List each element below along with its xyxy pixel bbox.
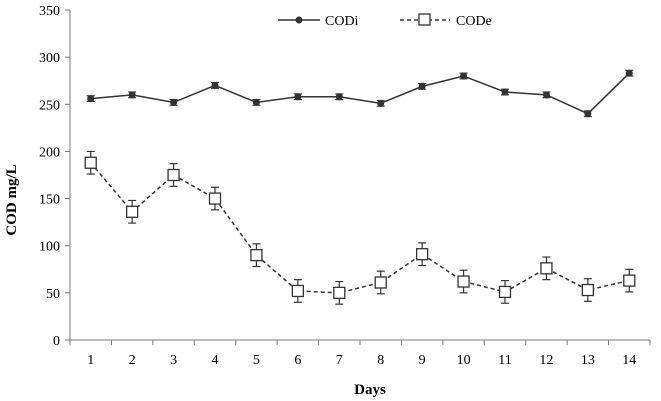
legend-label-codi: CODi xyxy=(325,14,359,29)
data-point-code xyxy=(457,275,470,288)
data-point-code xyxy=(540,262,553,275)
legend-marker-code xyxy=(418,13,431,26)
data-point-codi xyxy=(460,72,468,80)
y-tick-label: 350 xyxy=(39,4,60,19)
y-tick-labels: 0 50 100 150 200 250 300 350 xyxy=(39,4,60,349)
y-tick-label: 0 xyxy=(53,334,60,349)
legend-marker-codi xyxy=(295,16,303,24)
data-point-code xyxy=(374,276,387,289)
series-code xyxy=(84,150,636,305)
x-tick-label: 7 xyxy=(336,353,343,368)
data-point-code xyxy=(415,248,429,261)
data-point-codi xyxy=(170,98,178,106)
legend-item-code: CODe xyxy=(400,13,492,29)
data-point-codi xyxy=(418,82,426,90)
y-tick-label: 250 xyxy=(39,98,60,113)
x-tick-label: 12 xyxy=(539,353,553,368)
x-tick-label: 2 xyxy=(129,353,136,368)
data-point-codi xyxy=(377,99,385,107)
data-point-codi xyxy=(584,110,592,118)
data-point-code xyxy=(333,286,346,300)
data-point-code xyxy=(498,285,512,299)
x-tick-label: 11 xyxy=(498,353,511,368)
y-tick-label: 100 xyxy=(39,240,60,255)
series-line-codi xyxy=(90,72,630,115)
data-point-codi xyxy=(128,91,136,99)
series-group xyxy=(84,69,636,305)
data-point-code xyxy=(208,192,222,205)
data-point-code xyxy=(623,274,636,287)
data-point-codi xyxy=(87,95,95,103)
x-tick-label: 9 xyxy=(419,353,426,368)
data-point-code xyxy=(250,248,263,262)
data-point-code xyxy=(84,156,97,169)
legend-item-codi: CODi xyxy=(278,14,359,29)
x-tick-label: 6 xyxy=(294,353,301,368)
y-axis-title: COD mg/L xyxy=(4,164,20,235)
x-tick-label: 10 xyxy=(457,353,471,368)
data-point-code xyxy=(581,283,595,297)
data-point-codi xyxy=(211,81,219,89)
x-tick-label: 3 xyxy=(170,353,177,368)
data-point-codi xyxy=(252,98,260,106)
x-axis-title: Days xyxy=(354,382,386,398)
data-point-codi xyxy=(625,69,633,77)
data-point-code xyxy=(167,168,180,182)
data-point-codi xyxy=(294,93,302,101)
x-tick-label: 4 xyxy=(212,353,219,368)
x-tick-label: 14 xyxy=(622,353,636,368)
x-tick-label: 8 xyxy=(377,353,384,368)
legend: CODi CODe xyxy=(278,13,492,29)
x-tick-labels: 1 2 3 4 5 6 7 8 9 10 11 12 13 14 xyxy=(87,353,636,368)
y-tick-label: 50 xyxy=(46,287,60,302)
series-codi xyxy=(86,69,634,118)
y-tick-label: 150 xyxy=(39,193,60,208)
x-tick-label: 1 xyxy=(87,353,94,368)
y-tick-label: 200 xyxy=(39,145,60,160)
series-line-code xyxy=(90,162,630,294)
y-tick-label: 300 xyxy=(39,51,60,66)
data-point-code xyxy=(291,284,305,298)
data-point-code xyxy=(125,205,139,218)
x-tick-label: 5 xyxy=(253,353,260,368)
data-point-codi xyxy=(335,93,343,101)
x-tick-label: 13 xyxy=(581,353,595,368)
data-point-codi xyxy=(501,88,509,96)
legend-label-code: CODe xyxy=(456,14,492,29)
data-point-codi xyxy=(542,91,550,99)
axes xyxy=(65,9,651,345)
